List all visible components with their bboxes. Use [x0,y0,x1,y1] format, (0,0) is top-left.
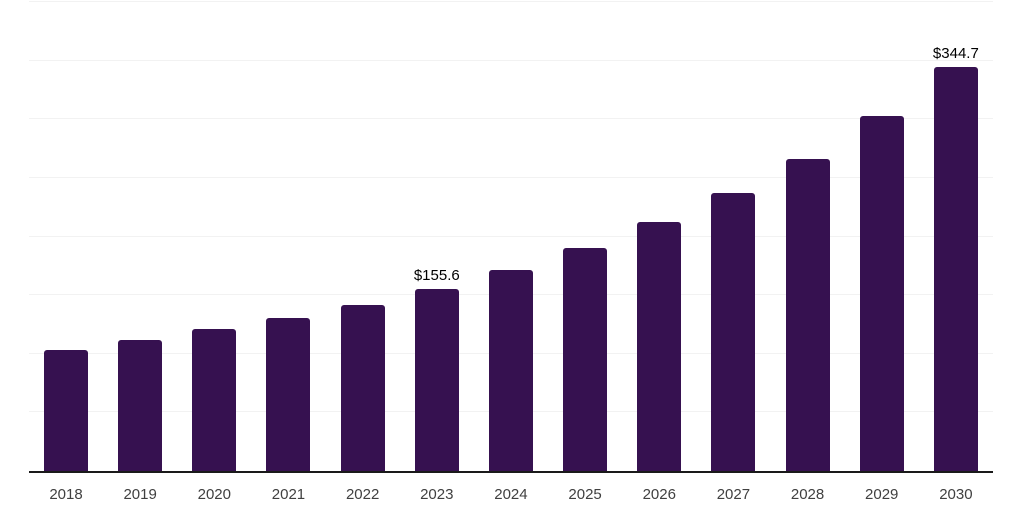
bar-2020 [192,329,237,471]
x-tick-label-2020: 2020 [197,486,231,503]
x-tick-label-2019: 2019 [123,486,157,503]
bar-slot-2024: 2024 [488,2,533,502]
x-tick-label-2018: 2018 [49,486,83,503]
x-tick-label-2029: 2029 [865,486,899,503]
value-label-2030: $344.7 [932,44,979,62]
gridline [29,59,993,61]
bar-slot-2023: 2023 $155.6 [413,2,460,502]
x-tick-label-2024: 2024 [494,486,528,503]
bar-2028 [785,158,830,471]
bar-2024 [488,270,533,471]
x-tick-label-2030: 2030 [939,486,973,503]
bar-2021 [266,318,311,471]
bar-2018 [44,349,88,471]
x-axis-line [29,471,993,473]
bar-slot-2025: 2025 [563,2,608,502]
bar-2026 [637,222,682,471]
x-tick-label-2026: 2026 [642,486,676,503]
gridline [29,1,993,2]
bar-slot-2020: 2020 [192,2,237,502]
bar-2023 [414,288,459,471]
bar-2019 [118,339,163,471]
x-tick-label-2027: 2027 [716,486,751,503]
x-tick-label-2021: 2021 [271,486,306,503]
value-label-2023: $155.6 [413,266,460,284]
bars-container: 2018 2019 2020 2021 2022 2023 $155.6 2024 2025 20… [29,2,993,502]
bar-slot-2027: 2027 [711,2,756,502]
x-tick-label-2022: 2022 [345,486,380,503]
bar-2029 [859,116,904,471]
x-tick-label-2023: 2023 [420,486,454,503]
bar-slot-2021: 2021 [266,2,311,502]
bar-slot-2019: 2019 [118,2,163,502]
bar-slot-2026: 2026 [637,2,682,502]
bar-2025 [563,248,608,471]
bar-2027 [711,192,756,471]
bar-slot-2022: 2022 [340,2,385,502]
bar-slot-2029: 2029 [859,2,904,502]
x-tick-label-2025: 2025 [568,486,602,503]
bar-2030 [933,66,978,471]
gridline [29,118,993,120]
bar-slot-2018: 2018 [44,2,88,502]
bar-slot-2030: 2030 $344.7 [932,2,979,502]
bar-2022 [340,305,385,471]
x-tick-label-2028: 2028 [790,486,825,503]
gridline [29,235,993,237]
plot-area: 2018 2019 2020 2021 2022 2023 $155.6 2024 2025 20… [29,1,993,502]
gridline [29,176,993,178]
bar-slot-2028: 2028 [785,2,830,502]
